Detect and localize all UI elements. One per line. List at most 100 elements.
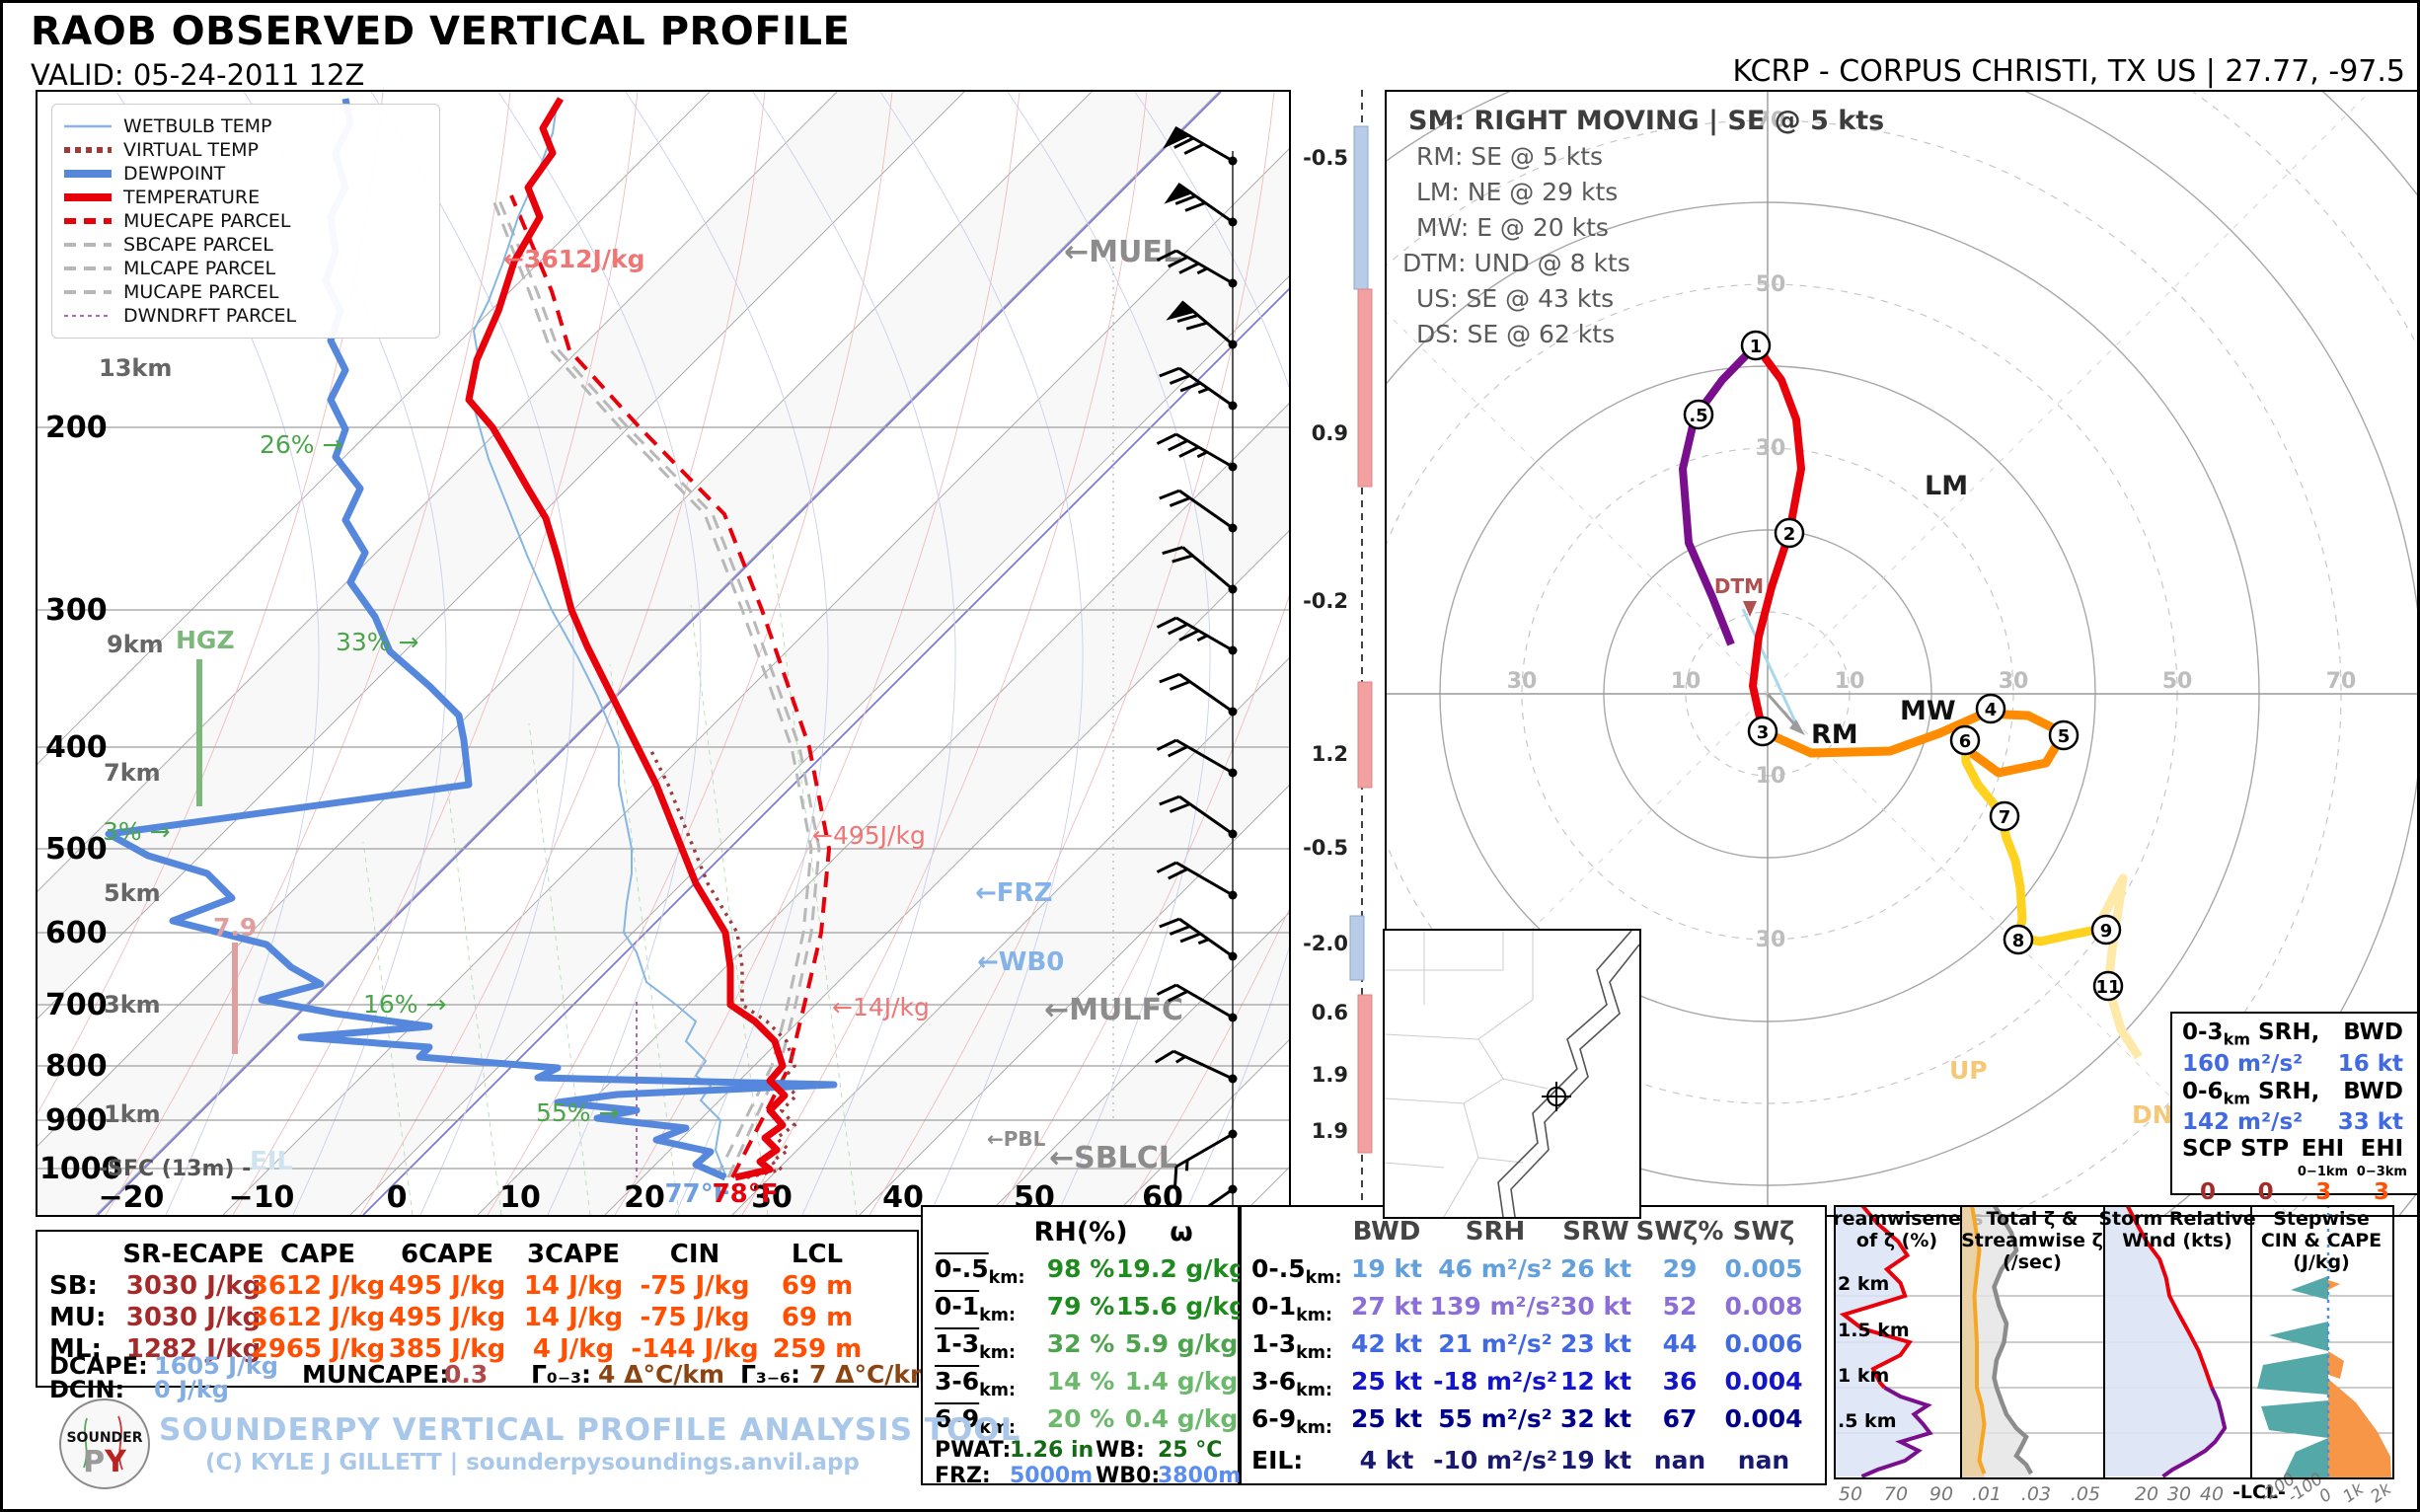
bwd-0-6-value: 33 kt [2337,1109,2403,1136]
sb-srecape: 3030 J/kg [125,1271,262,1301]
mw-label: MW [1900,696,1956,726]
srh-1-3: 21 m²/s² [1438,1329,1552,1358]
rh-row-label: 6-9 [935,1404,980,1433]
ring-label: 50 [2162,669,2193,694]
marker-5: 5 [2058,726,2071,747]
streamwiseness-plot: Streamwiseness of ζ (%) 2 km 1.5 km 1 km… [1834,1205,1983,1505]
dcin-value: 0 J/kg [154,1376,229,1403]
marker-4: 4 [1985,700,1998,720]
sb-lcl: 69 m [781,1271,854,1301]
lm-line: LM: NE @ 29 kts [1416,178,1618,206]
dcape-label: DCAPE: [49,1352,148,1380]
p4-xtick: 1k [2339,1478,2368,1507]
w-0-05: 19.2 g/kg [1116,1254,1247,1283]
srw-3-6: 12 kt [1559,1367,1632,1396]
p2-xtick: .05 [2071,1483,2100,1505]
branding-credit: (C) KYLE J GILLETT | sounderpysoundings.… [205,1450,860,1475]
kin-row-label: 3-6 [1251,1367,1297,1396]
sblcl-label: ←SBLCL [1049,1141,1177,1175]
hgz-label: HGZ [176,626,235,654]
legend-item: VIRTUAL TEMP [64,139,260,161]
height-label: 9km [107,631,164,658]
dcape-value: 1605 J/kg [154,1352,278,1380]
pressure-gridlines [38,426,1289,1170]
ring-label: 10 [1835,669,1865,694]
ring-label: 50 [1756,272,1786,297]
hodo-trace-3-6km [1761,709,2069,778]
ds-line: DS: SE @ 62 kts [1416,320,1615,348]
page-title: RAOB OBSERVED VERTICAL PROFILE [31,9,851,54]
legend-item: DEWPOINT [64,163,226,185]
temp-tick: −20 [99,1180,165,1215]
ml-6cape: 385 J/kg [388,1334,506,1364]
p4-title-line1: Stepwise [2273,1208,2370,1230]
swzpct-0-1: 52 [1662,1292,1698,1321]
swz-eil: nan [1737,1446,1790,1474]
height-label: 5km [104,879,161,907]
col-header-lcl: LCL [791,1240,844,1269]
p1-ytick: 1.5 km [1838,1320,1910,1341]
kin-row-label: 6-9 [1251,1404,1297,1433]
sb-cape: 3612 J/kg [250,1271,386,1301]
height-label: 3km [104,991,161,1019]
marker-1: 1 [1750,337,1763,357]
p1-xtick: 90 [1929,1483,1953,1505]
cape3-label: ←14J/kg [832,993,930,1021]
temp-tick: 0 [387,1180,408,1215]
muel-label: ←MUEL [1064,235,1181,269]
pressure-tick: 200 [45,411,108,445]
swzeta-header: SWζ [1732,1217,1795,1247]
hodograph-axes [1387,92,2417,1215]
ring-label: 30 [1507,669,1538,694]
legend-item: SBCAPE PARCEL [64,234,273,256]
p1-ytick: .5 km [1838,1410,1897,1432]
kinematics-table: BWD SRH SRW SWζ% SWζ 0-.5km: 19 kt 46 m²… [1240,1205,1827,1485]
dtm-line: DTM: UND @ 8 kts [1402,249,1630,277]
w-3-6: 1.4 g/kg [1124,1367,1239,1396]
pbl-label: ←PBL [987,1127,1046,1151]
ring-label: 30 [1999,669,2029,694]
temp-tick: 20 [624,1180,665,1215]
sm-line: SM: RIGHT MOVING | SE @ 5 kts [1408,106,1884,136]
sounderpy-logo: SOUNDER PY [57,1397,152,1491]
height-label: 13km [99,354,172,382]
logo-text-sounder: SOUNDER [66,1430,142,1446]
p1-xtick: 70 [1884,1483,1908,1505]
sb-6cape: 495 J/kg [388,1271,506,1301]
lapse03-label: Γ₀₋₃: [531,1360,592,1389]
rh-0-05: 98 % [1046,1254,1115,1283]
bwd-6-9: 25 kt [1350,1404,1423,1433]
mu-lcl: 69 m [781,1303,854,1332]
wb0-table-label: WB0: [1096,1464,1161,1488]
surface-label: -SFC (13m) - [99,1157,251,1181]
srh-eil: -10 m²/s² [1433,1446,1557,1474]
temp-tick: 30 [751,1180,793,1215]
mu-3cape: 14 J/kg [523,1303,624,1332]
srh-0-6-label: 0-6km SRH, [2182,1078,2320,1108]
sb-cin: -75 J/kg [640,1271,750,1301]
dcin-label: DCIN: [49,1376,125,1403]
cin-fill [2257,1276,2328,1478]
stp-value: 0 [2257,1179,2274,1206]
wetbulb-curve [467,98,727,1178]
rh-3-6: 14 % [1046,1367,1115,1396]
w-0-1: 15.6 g/kg [1116,1292,1247,1321]
p2-title-line2: Streamwise ζ [1961,1230,2103,1251]
height-label: 7km [104,759,161,787]
hodograph-plot: 10 30 50 70 10 30 30 50 70 10 30 SM: RIG… [1387,92,2417,1215]
srh-0-3-value: 160 m²/s² [2182,1050,2304,1077]
rh-6-9: 20 % [1046,1404,1115,1433]
temp-tick-labels: −20 −10 0 10 20 30 40 50 60 [99,1180,1183,1215]
ml-cin: -144 J/kg [631,1334,759,1364]
srh-3-6: -18 m²/s² [1433,1367,1557,1396]
col-header-6cape: 6CAPE [400,1240,494,1269]
wind-barb-column [1154,126,1245,1215]
skewt-legend: WETBULB TEMP VIRTUAL TEMP DEWPOINT TEMPE… [51,104,440,339]
srw-header: SRW [1562,1217,1629,1247]
map-county-lines [1385,931,1549,1217]
kin-row-label: 0-1 [1251,1292,1297,1321]
dtm-marker [1743,601,1757,617]
swz-3-6: 0.004 [1724,1367,1803,1396]
ring-label: 30 [1756,928,1786,952]
